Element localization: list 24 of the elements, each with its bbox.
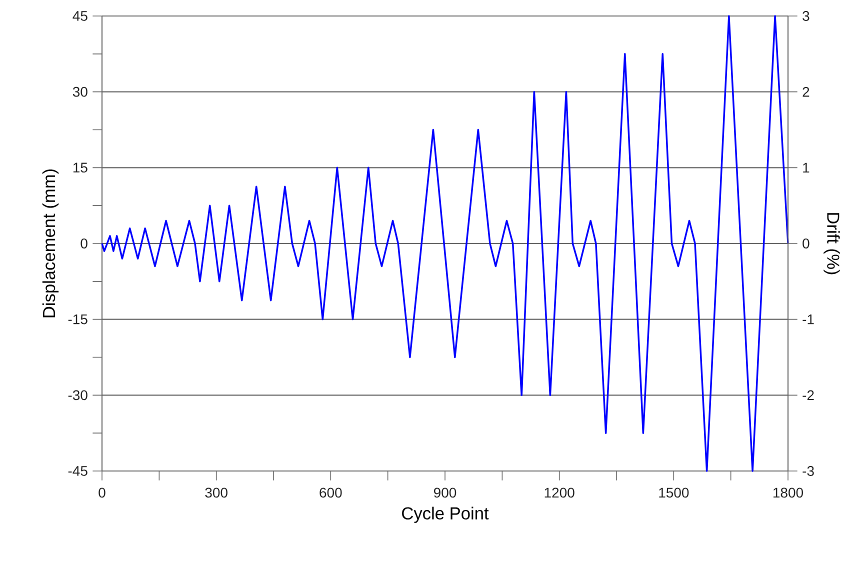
x-tick-label: 0 bbox=[98, 488, 106, 498]
y-tick-label: -30 bbox=[68, 390, 88, 400]
y2-tick-label: 1 bbox=[803, 162, 810, 172]
x-tick-label: 1500 bbox=[659, 488, 689, 498]
x-tick-label: 1800 bbox=[773, 488, 804, 498]
y2-tick-label: -1 bbox=[802, 314, 814, 324]
x-tick-label: 1200 bbox=[544, 488, 574, 498]
y2-tick-label: 2 bbox=[802, 86, 810, 97]
y2-tick-label: -3 bbox=[802, 466, 814, 476]
y2-axis-title: Drift (%) bbox=[824, 213, 840, 274]
y-tick-label: 15 bbox=[73, 162, 88, 173]
y2-tick-label: -2 bbox=[802, 390, 814, 400]
y-tick-label: 0 bbox=[80, 238, 88, 248]
x-tick-label: 900 bbox=[434, 488, 456, 498]
x-axis-title: Cycle Point bbox=[402, 506, 489, 523]
y2-tick-label: 3 bbox=[802, 11, 810, 21]
y-tick-label: 30 bbox=[72, 86, 88, 97]
y-tick-label: -45 bbox=[68, 466, 88, 476]
x-tick-label: 300 bbox=[205, 488, 228, 498]
y-axis-title: Displacement (mm) bbox=[42, 169, 59, 318]
y2-tick-label: 0 bbox=[802, 238, 810, 248]
y-tick-label: 45 bbox=[72, 11, 88, 21]
x-tick-label: 600 bbox=[320, 488, 342, 498]
y-tick-label: -15 bbox=[68, 314, 88, 324]
